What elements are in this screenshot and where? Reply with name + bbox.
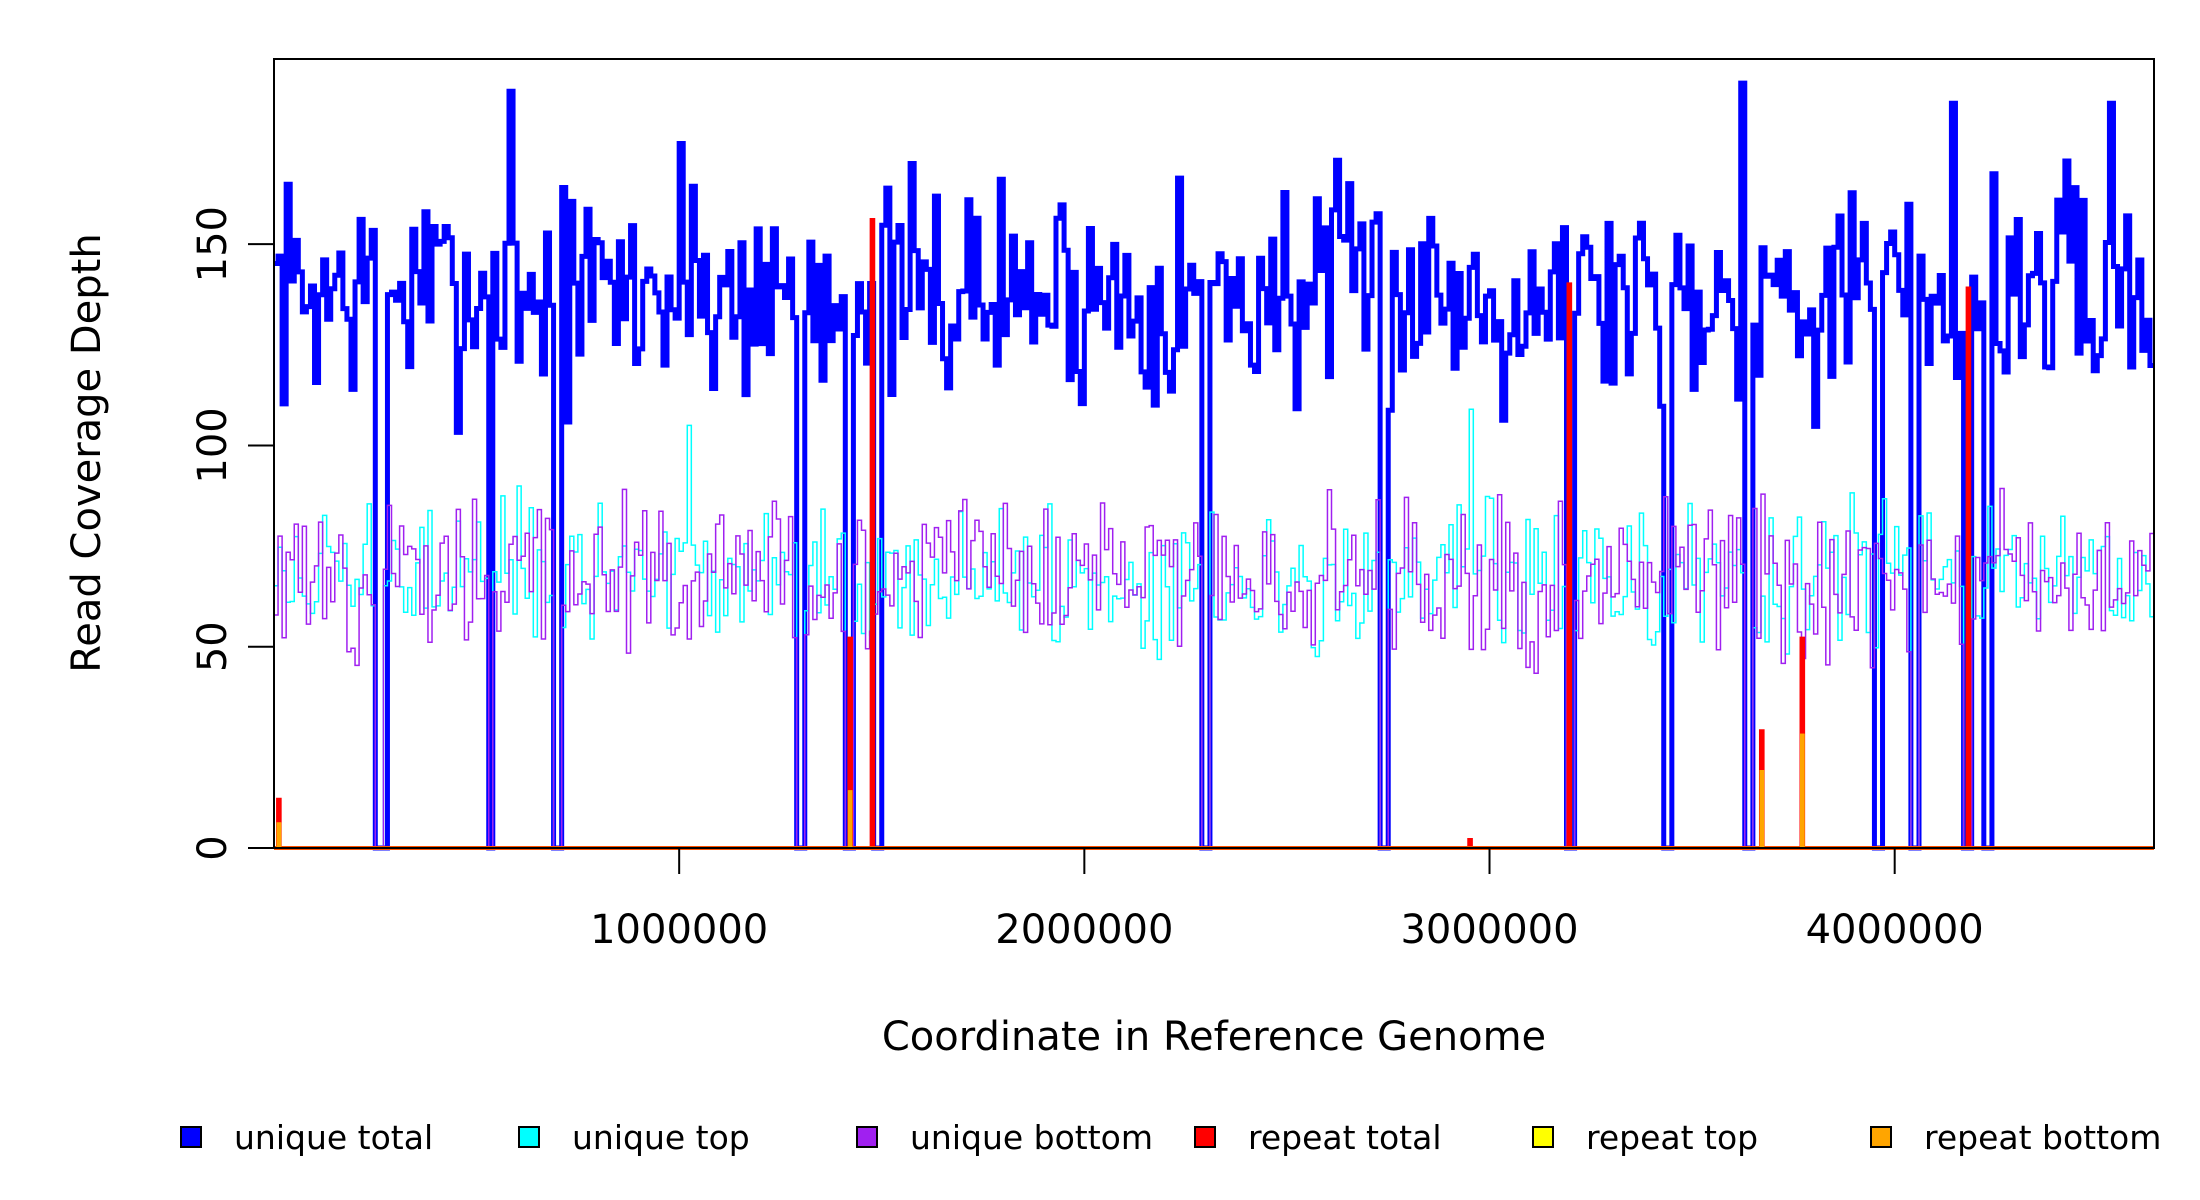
legend-item-unique-top: unique top: [518, 1112, 750, 1162]
legend-item-unique-bottom: unique bottom: [856, 1112, 1153, 1162]
legend-swatch-repeat-top: [1532, 1126, 1554, 1148]
x-axis-title: Coordinate in Reference Genome: [882, 1014, 1546, 1060]
x-tick-label: 1000000: [590, 907, 768, 953]
legend-swatch-unique-total: [180, 1126, 202, 1148]
legend-item-repeat-total: repeat total: [1194, 1112, 1442, 1162]
series-unique-total: [274, 80, 2154, 851]
legend-swatch-unique-bottom: [856, 1126, 878, 1148]
legend-label-unique-bottom: unique bottom: [910, 1117, 1154, 1157]
legend-label-unique-top: unique top: [572, 1117, 750, 1157]
legend-label-unique-total: unique total: [234, 1117, 434, 1157]
legend-item-repeat-bottom: repeat bottom: [1870, 1112, 2161, 1162]
legend-label-repeat-total: repeat total: [1248, 1117, 1442, 1157]
y-tick-label: 150: [190, 206, 236, 282]
legend-swatch-unique-top: [518, 1126, 540, 1148]
series-unique-bottom: [274, 487, 2154, 849]
x-tick-label: 2000000: [995, 907, 1173, 953]
x-tick-label: 4000000: [1806, 907, 1984, 953]
legend-item-repeat-top: repeat top: [1532, 1112, 1758, 1162]
axes-layer: 0 50 100 150 1000000 2000000 3000000 4000000: [190, 206, 1984, 953]
plot-frame: [273, 58, 2155, 849]
y-tick-label: 100: [190, 407, 236, 483]
y-tick-label: 0: [190, 835, 236, 860]
legend-label-repeat-top: repeat top: [1586, 1117, 1759, 1157]
legend: unique total unique top unique bottom re…: [0, 1112, 2200, 1162]
y-axis-title: Read Coverage Depth: [64, 233, 110, 672]
legend-item-unique-total: unique total: [180, 1112, 433, 1162]
legend-swatch-repeat-total: [1194, 1126, 1216, 1148]
x-tick-label: 3000000: [1400, 907, 1578, 953]
y-tick-label: 50: [190, 621, 236, 672]
legend-label-repeat-bottom: repeat bottom: [1924, 1117, 2162, 1157]
legend-swatch-repeat-bottom: [1870, 1126, 1892, 1148]
series-layer: [274, 80, 2154, 851]
